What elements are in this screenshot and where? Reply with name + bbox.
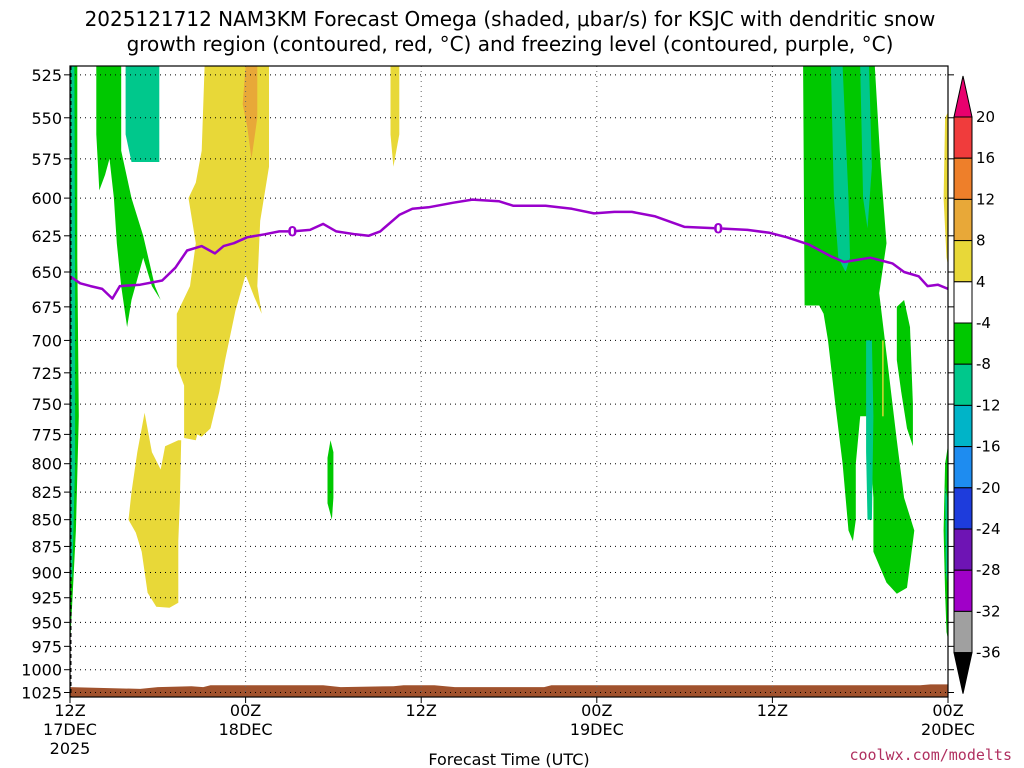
colorbar-label: -28 (976, 561, 1001, 579)
omega-region-5 (242, 66, 258, 159)
x-tick-date: 18DEC (219, 720, 273, 739)
y-tick-label: 850 (31, 511, 62, 530)
colorbar-label: 4 (976, 273, 986, 291)
omega-region-10 (896, 300, 913, 447)
omega-region-14 (882, 340, 884, 417)
colorbar-label: -24 (976, 520, 1001, 538)
colorbar-box (953, 363, 973, 406)
colorbar-label: 12 (976, 190, 995, 208)
y-tick-label: 925 (31, 589, 62, 608)
omega-region-3 (125, 66, 160, 162)
colorbar-box (953, 116, 973, 159)
colorbar-label: -16 (976, 438, 1001, 456)
y-tick-label: 1025 (21, 684, 62, 703)
colorbar-label: -32 (976, 602, 1001, 620)
x-tick-date: 19DEC (570, 720, 624, 739)
colorbar-box (953, 157, 973, 200)
freezing-level-label-0: 0 (288, 224, 298, 240)
colorbar-bottom-triangle (953, 652, 973, 694)
colorbar-label: -20 (976, 479, 1001, 497)
y-tick-label: 675 (31, 298, 62, 317)
colorbar-box (953, 446, 973, 489)
omega-region-15 (943, 112, 948, 265)
y-tick-label: 525 (31, 66, 62, 85)
colorbar-label: -8 (976, 355, 991, 373)
omega-region-6 (128, 412, 182, 608)
colorbar: 20 16 12 8 4 -4 -8 -12 -16 -20 -24 -28 -32 -36 (953, 75, 1001, 694)
colorbar-top-triangle (953, 75, 973, 118)
omega-region-1 (70, 66, 76, 578)
colorbar-box (953, 610, 973, 654)
colorbar-box (953, 198, 973, 242)
freezing-level-label-1: 0 (713, 221, 723, 237)
chart-title-line2: growth region (contoured, red, °C) and f… (127, 32, 894, 56)
y-tick-label: 575 (31, 150, 62, 169)
x-tick-date: 20DEC (921, 720, 975, 739)
x-axis-label: Forecast Time (UTC) (428, 750, 589, 768)
y-tick-label: 750 (31, 395, 62, 414)
x-tick-label: 12Z (54, 701, 85, 720)
colorbar-box (953, 528, 973, 571)
colorbar-label: -36 (976, 644, 1001, 662)
omega-region-17 (945, 486, 948, 583)
y-axis: 525 550 575 600 625 650 675 700 725 750 775 800 825 8… (21, 66, 954, 703)
colorbar-label: 20 (976, 108, 995, 126)
y-tick-label: 950 (31, 613, 62, 632)
omega-region-4 (176, 66, 269, 441)
x-tick-date: 17DEC (43, 720, 97, 739)
chart-title-line1: 2025121712 NAM3KM Forecast Omega (shaded… (85, 7, 936, 31)
colorbar-label: 16 (976, 149, 995, 167)
plot-frame (69, 65, 949, 698)
omega-region-13 (866, 340, 874, 520)
y-tick-label: 600 (31, 189, 62, 208)
omega-region-12 (860, 66, 872, 229)
credit-text: coolwx.com/modelts (849, 746, 1012, 764)
freezing-level-label-bg (288, 224, 297, 239)
colorbar-label: -12 (976, 396, 1001, 414)
colorbar-label: -4 (976, 314, 991, 332)
x-tick-label: 00Z (932, 701, 963, 720)
y-tick-label: 550 (31, 109, 62, 128)
y-tick-label: 800 (31, 455, 62, 474)
x-tick-label: 12Z (406, 701, 437, 720)
colorbar-box (953, 487, 973, 530)
x-tick-label: 00Z (230, 701, 261, 720)
y-tick-label: 725 (31, 364, 62, 383)
x-tick-year: 2025 (50, 739, 91, 758)
y-tick-label: 825 (31, 483, 62, 502)
y-tick-label: 900 (31, 563, 62, 582)
y-tick-label: 975 (31, 637, 62, 656)
y-tick-label: 650 (31, 263, 62, 282)
freezing-level-line (70, 198, 948, 300)
omega-region-2 (96, 66, 161, 328)
y-tick-label: 625 (31, 227, 62, 246)
y-tick-label: 875 (31, 537, 62, 556)
colorbar-box (953, 404, 973, 448)
omega-region-8 (327, 440, 334, 520)
colorbar-box (953, 240, 973, 283)
x-tick-label: 12Z (757, 701, 788, 720)
freezing-level-label-bg (714, 221, 723, 236)
terrain-fill (70, 684, 948, 697)
colorbar-box (953, 569, 973, 612)
x-tick-label: 00Z (581, 701, 612, 720)
y-tick-label: 700 (31, 331, 62, 350)
y-tick-label: 775 (31, 425, 62, 444)
y-tick-label: 1000 (21, 661, 62, 680)
colorbar-box (953, 322, 973, 365)
omega-region-7 (390, 66, 400, 167)
colorbar-box (953, 281, 973, 324)
colorbar-label: 8 (976, 232, 986, 250)
